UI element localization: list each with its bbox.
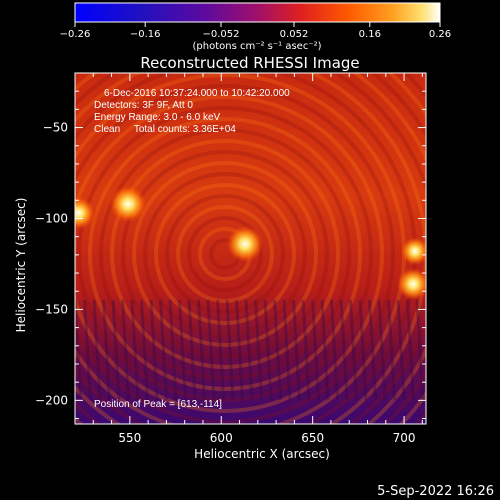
colorbar-tick-label: 0.26 xyxy=(429,29,451,40)
ripple-ring xyxy=(77,105,374,402)
bright-source xyxy=(110,185,147,222)
y-axis-label: Heliocentric Y (arcsec) xyxy=(14,198,28,333)
stripe-artifact xyxy=(130,299,140,401)
stripe-artifact xyxy=(235,299,244,401)
colorbar-tick-label: 0.052 xyxy=(280,29,309,40)
stripe-artifact xyxy=(83,299,92,401)
stripe-artifact xyxy=(358,299,368,401)
y-tick-label: −200 xyxy=(35,393,68,407)
colorbar xyxy=(75,3,440,22)
x-tick-label: 700 xyxy=(393,431,416,445)
y-axis-ticks: −50 −100 −150 −200 xyxy=(35,90,426,420)
stripe-artifact xyxy=(149,299,159,401)
stripe-artifact xyxy=(187,299,197,401)
stripe-artifact xyxy=(121,299,130,401)
stripe-artifact xyxy=(425,300,426,317)
stripe-artifact xyxy=(254,299,263,401)
stripe-artifact xyxy=(273,299,282,401)
x-tick-label: 600 xyxy=(210,431,233,445)
stripe-artifact xyxy=(330,299,339,401)
ripple-ring xyxy=(99,127,352,380)
annotation-clean-counts: Clean Total counts: 3.36E+04 xyxy=(94,124,236,135)
ripple-ring xyxy=(75,84,395,424)
bright-source xyxy=(397,267,426,300)
stripe-artifact xyxy=(225,299,235,401)
peak-position-label: Position of Peak = [613,-114] xyxy=(94,399,222,410)
stripe-artifact xyxy=(216,299,225,401)
x-tick-label: 650 xyxy=(301,431,324,445)
observation-annotations: 6-Dec-2016 10:37:24.000 to 10:42:20.000 … xyxy=(94,88,290,135)
y-tick-label: −50 xyxy=(43,121,68,135)
stripe-artifact xyxy=(244,299,254,401)
ripple-ring xyxy=(132,160,319,347)
y-tick-label: −150 xyxy=(35,302,68,316)
ripple-ring xyxy=(88,116,363,391)
ripple-ring xyxy=(143,171,308,336)
stripe-artifact xyxy=(197,299,206,401)
stripe-artifact xyxy=(436,300,442,400)
colorbar-tick-label: 0.16 xyxy=(359,29,381,40)
ripple-ring xyxy=(187,215,264,292)
ripple-ring xyxy=(110,138,341,369)
colorbar-tick-label: −0.16 xyxy=(130,29,161,40)
annotation-time-range: 6-Dec-2016 10:37:24.000 to 10:42:20.000 xyxy=(104,88,290,99)
x-axis-label: Heliocentric X (arcsec) xyxy=(194,447,330,461)
stripe-artifact xyxy=(415,299,425,401)
colorbar-ticks: −0.26 −0.16 −0.052 0.052 0.16 0.26 xyxy=(60,22,451,40)
stripe-artifact xyxy=(206,299,216,401)
colorbar-tick-label: −0.26 xyxy=(60,29,91,40)
stripe-artifact xyxy=(282,299,292,401)
stripe-artifact xyxy=(339,299,349,401)
x-axis-ticks: 550 600 650 700 xyxy=(92,73,423,445)
stripe-artifact xyxy=(102,299,111,401)
stripe-artifact xyxy=(301,299,311,401)
stripe-artifact xyxy=(406,299,415,401)
ripple-ring xyxy=(154,182,297,325)
image-plot-area xyxy=(75,73,452,424)
stripe-artifact xyxy=(140,299,149,401)
stripe-artifact xyxy=(159,299,168,401)
stripe-artifact xyxy=(446,300,452,400)
bright-source xyxy=(401,237,426,266)
stripe-artifact xyxy=(320,299,330,401)
stripe-artifact xyxy=(311,299,320,401)
stripe-artifact xyxy=(178,299,187,401)
stripe-artifact xyxy=(377,299,387,401)
stripe-artifact xyxy=(168,299,178,401)
stripe-artifact xyxy=(75,299,83,401)
stripe-artifact xyxy=(368,299,377,401)
ripple-ring xyxy=(75,95,384,413)
chart-title: Reconstructed RHESSI Image xyxy=(140,54,359,72)
date-stamp: 5-Sep-2022 16:26 xyxy=(377,484,494,499)
stripe-artifact xyxy=(396,299,406,401)
stripe-artifact xyxy=(387,299,396,401)
x-tick-label: 550 xyxy=(118,431,141,445)
colorbar-tick-label: −0.052 xyxy=(202,29,239,40)
annotation-detectors: Detectors: 3F 9F, Att 0 xyxy=(94,100,193,111)
ripple-ring xyxy=(165,193,286,314)
colorbar-units-label: (photons cm⁻² s⁻¹ asec⁻²) xyxy=(192,41,321,52)
y-tick-label: −100 xyxy=(35,211,68,225)
bright-source xyxy=(75,197,95,230)
stripe-artifact xyxy=(349,299,358,401)
colorbar-frame xyxy=(74,2,441,23)
ripple-ring xyxy=(121,149,330,358)
plot-frame xyxy=(74,72,427,425)
bright-source xyxy=(227,225,264,262)
stripe-artifact xyxy=(92,299,102,401)
stripe-artifact xyxy=(263,299,273,401)
stripe-artifact xyxy=(111,299,121,401)
ripple-ring xyxy=(176,204,275,303)
annotation-energy-range: Energy Range: 3.0 - 6.0 keV xyxy=(94,112,221,123)
stripe-artifact xyxy=(292,299,301,401)
